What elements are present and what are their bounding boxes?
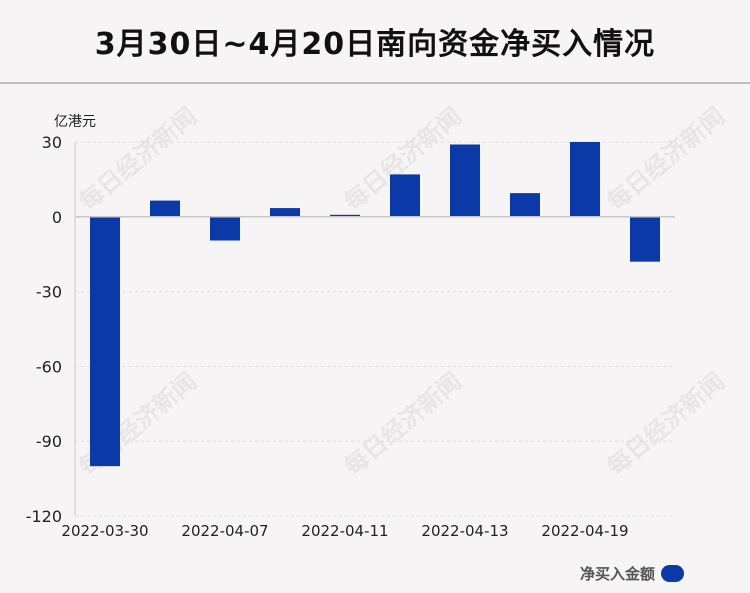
bar	[150, 200, 180, 217]
y-tick-label: 0	[52, 208, 62, 227]
x-tick-label: 2022-04-11	[301, 522, 388, 540]
y-tick-label: -120	[26, 507, 62, 526]
y-unit-label: 亿港元	[54, 114, 96, 130]
legend-label: 净买入金额	[579, 565, 655, 583]
bar	[450, 144, 480, 217]
bar	[330, 214, 360, 217]
chart-title: 3月30日~4月20日南向资金净买入情况	[94, 27, 656, 62]
y-tick-label: 30	[42, 133, 62, 152]
x-tick-label: 2022-04-19	[541, 522, 628, 540]
legend: 净买入金额	[580, 563, 684, 584]
bar	[90, 216, 120, 467]
bar	[390, 174, 420, 217]
legend-swatch	[661, 565, 684, 582]
y-tick-label: -30	[36, 283, 62, 302]
bar	[630, 216, 660, 262]
x-tick-label: 2022-04-13	[421, 522, 508, 540]
x-tick-label: 2022-03-30	[61, 522, 148, 540]
bar	[210, 216, 240, 241]
y-tick-label: -90	[36, 432, 62, 451]
bar	[510, 193, 540, 217]
bar	[570, 142, 600, 217]
y-tick-label: -60	[36, 357, 62, 376]
x-tick-label: 2022-04-07	[181, 522, 268, 540]
bar	[270, 208, 300, 217]
title-bar: 3月30日~4月20日南向资金净买入情况	[0, 0, 750, 84]
